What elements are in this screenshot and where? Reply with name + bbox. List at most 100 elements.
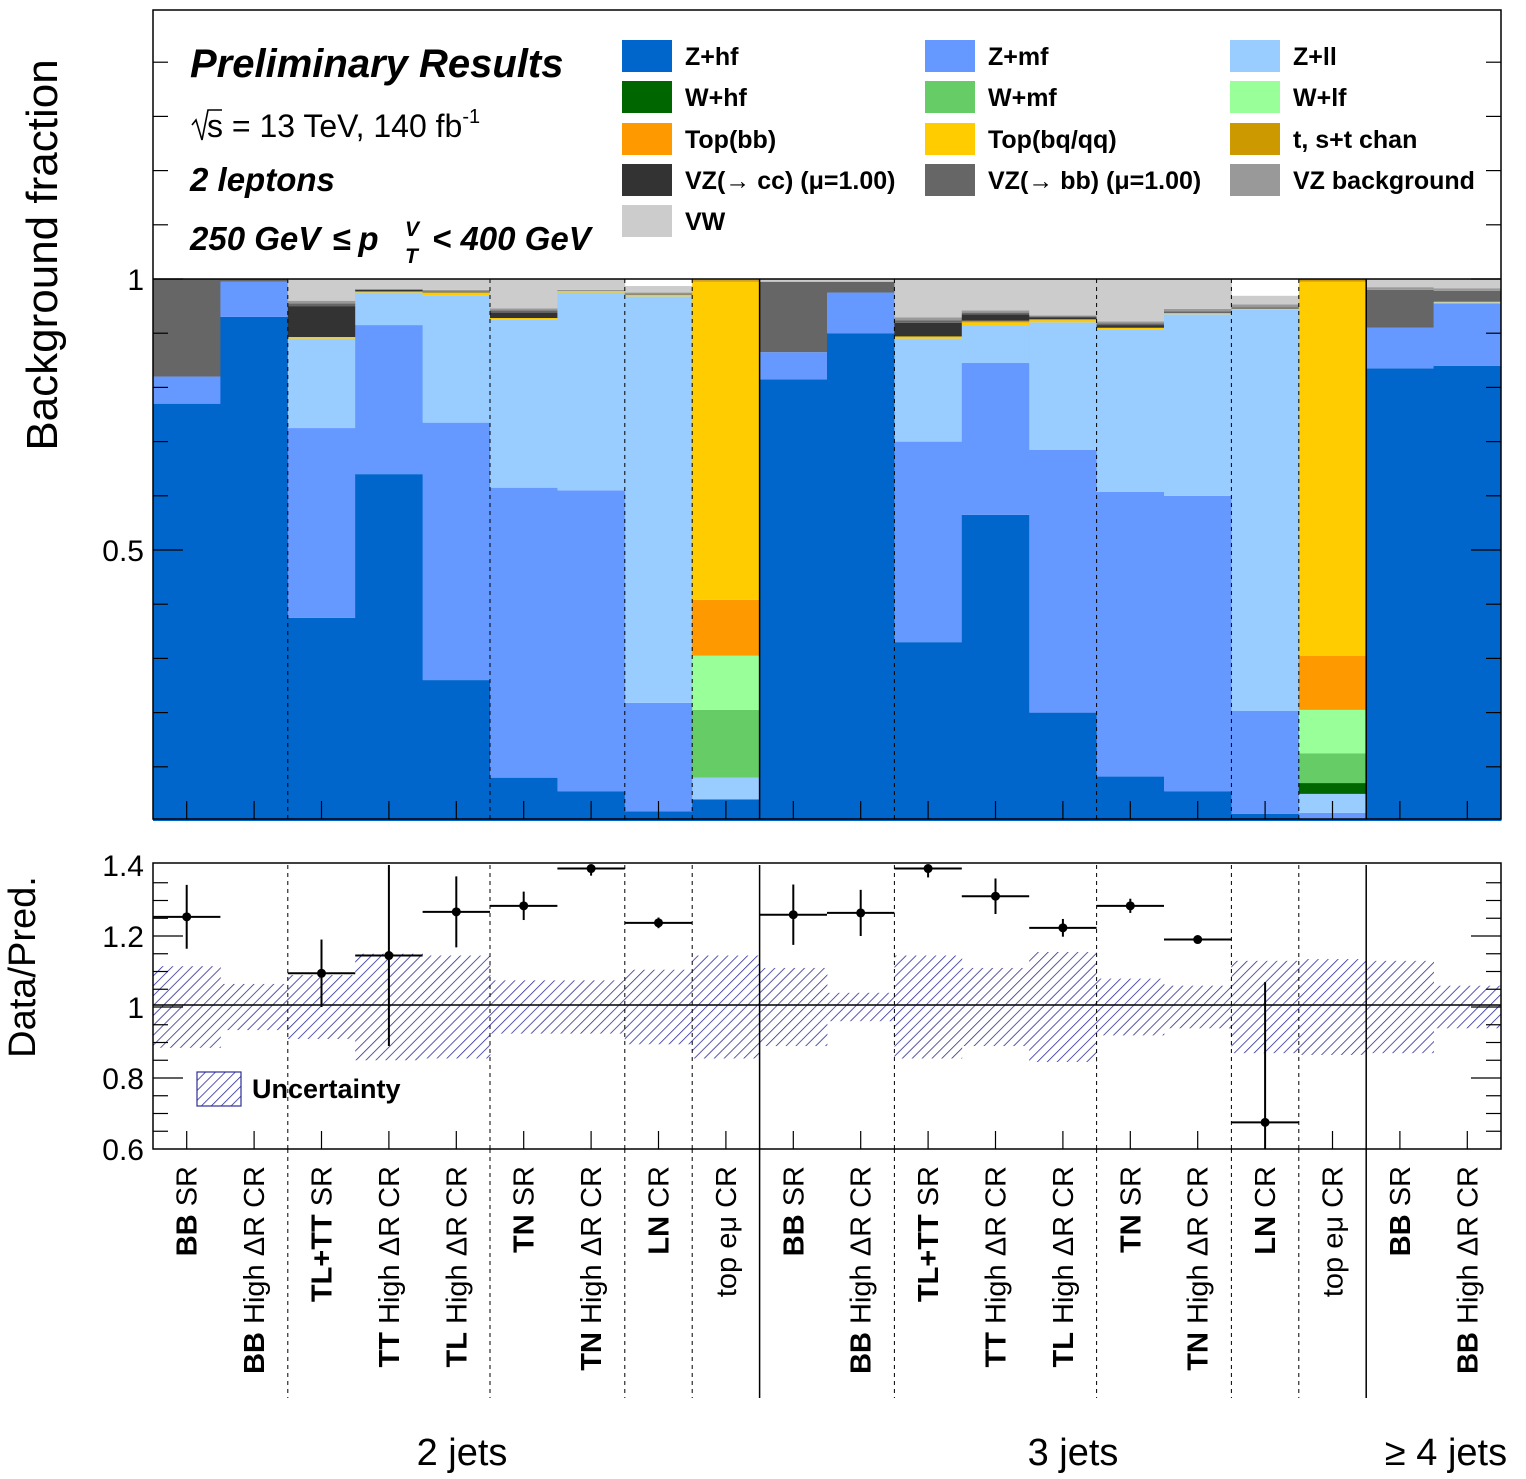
bin-label-rest: CR: [1250, 1166, 1282, 1216]
bin-label-bold: TT: [374, 1332, 406, 1368]
bin-label-bold: TN: [509, 1214, 541, 1253]
bar-segment-vzbkg: [961, 310, 1030, 313]
bar-segment-vzbb: [1366, 289, 1434, 328]
uncertainty-bin: [692, 955, 760, 1059]
bin-label-bold: TN: [1183, 1332, 1215, 1371]
bin-label-rest: CR: [644, 1166, 676, 1216]
bar-segment-zmf: [220, 281, 289, 317]
bin-label: TL+TT SR: [913, 1166, 945, 1302]
bar-segment-topbq: [490, 318, 558, 320]
uncertainty-bin: [220, 983, 289, 1031]
ptv-sup: V: [405, 218, 421, 241]
energy-annotation: s = 13 TeV, 140 fb-1: [191, 106, 480, 144]
bar-segment-vzbkg: [355, 288, 423, 290]
bar-segment-vzbkg: [894, 317, 963, 321]
bin-label-bold: LN: [644, 1216, 676, 1255]
bin-label-rest: High ΔR CR: [1452, 1166, 1484, 1332]
legend-label-wmf: W+mf: [988, 84, 1057, 112]
legend-label-vzbkg: VZ background: [1293, 167, 1475, 195]
bar-segment-vzbb: [759, 281, 828, 353]
legend-swatch-wlf: [1230, 81, 1280, 113]
bar-segment-vzbkg: [1231, 304, 1300, 308]
uncertainty-label: Uncertainty: [252, 1074, 401, 1104]
bar-segment-zhf: [1433, 365, 1502, 821]
bar-segment-vzcc: [894, 322, 963, 337]
bin-label-rest: High ΔR CR: [374, 1166, 406, 1332]
bin-label-bold: TN: [1115, 1214, 1147, 1253]
bar-segment-zmf: [355, 325, 423, 475]
bar-segment-zhf: [1366, 368, 1434, 821]
legend-label-vzbb: VZ(→ bb) (μ=1.00): [988, 167, 1201, 195]
ratio-tick-label: 1: [127, 992, 144, 1025]
bin-label: TN SR: [509, 1166, 541, 1253]
legend-swatch-zmf: [925, 40, 975, 72]
ratio-panel-separators: [287, 865, 1502, 1149]
bin-label: LN CR: [1250, 1166, 1282, 1255]
ptv-le: ≤: [332, 220, 350, 257]
bar-segment-wlf: [1298, 709, 1367, 754]
bar-segment-vzbkg: [1433, 288, 1502, 291]
bar-segment-whf: [1298, 783, 1367, 794]
ratio-point: [654, 918, 663, 928]
bin-label: TL High ΔR CR: [1048, 1166, 1080, 1367]
top-y-axis-title: Background fraction: [18, 59, 67, 450]
bar-segment-vzbb: [1096, 323, 1165, 326]
bar-segment-zll: [1029, 322, 1097, 450]
bin-label-rest: High ΔR CR: [846, 1166, 878, 1332]
bar-segment-zmf: [422, 422, 491, 681]
bar-segment-vzbkg: [1164, 308, 1232, 312]
bin-label-rest: High ΔR CR: [981, 1166, 1013, 1332]
bar-segment-zmf: [1433, 303, 1502, 366]
bar-segment-zll: [624, 296, 693, 703]
bar-segment-zll: [1164, 314, 1232, 496]
legend-label-topbb: Top(bb): [685, 126, 776, 154]
bin-label: BB SR: [172, 1166, 204, 1256]
ratio-point: [519, 901, 529, 911]
legend-swatch-stop: [1230, 123, 1280, 155]
legend-label-topbq: Top(bq/qq): [988, 126, 1117, 154]
uncertainty-bin: [1164, 985, 1232, 1029]
bin-label-bold: BB: [1385, 1214, 1417, 1256]
bin-label: BB High ΔR CR: [1452, 1166, 1484, 1374]
bar-segment-vzbb: [894, 320, 963, 323]
bar-segment-vzcc: [1096, 325, 1165, 328]
bin-label-bold: TN: [576, 1332, 608, 1371]
sqrt-symbol: [191, 109, 222, 141]
uncertainty-swatch: [196, 1071, 242, 1107]
bar-segment-zmf: [759, 352, 828, 380]
bin-label-bold: BB: [172, 1214, 204, 1256]
uncertainty-bin: [827, 992, 895, 1022]
legend-swatch-vw: [622, 205, 672, 237]
uncertainty-bin: [759, 967, 828, 1047]
bin-label: TL+TT SR: [307, 1166, 339, 1302]
bar-segment-vzbkg: [490, 308, 558, 311]
bar-segment-vzcc: [1029, 317, 1097, 320]
bar-segment-vzbb: [557, 290, 626, 291]
ratio-y-axis: 0.6 0.8 1 1.2 1.4: [102, 801, 1501, 1167]
bar-segment-stop: [961, 320, 1030, 323]
bar-segment-stop: [1029, 319, 1097, 321]
bin-label-rest: High ΔR CR: [441, 1166, 473, 1332]
legend-swatch-zhf: [622, 40, 672, 72]
bin-label-rest: top eμ CR: [1318, 1166, 1350, 1297]
stacked-bars: [153, 279, 1502, 821]
bin-label-rest: SR: [778, 1166, 810, 1214]
bar-segment-vw: [961, 279, 1030, 311]
energy-text: = 13 TeV, 140 fb: [223, 108, 462, 144]
bar-segment-vzbb: [287, 303, 356, 307]
bar-segment-topbq: [1231, 308, 1300, 310]
ratio-point: [923, 864, 933, 874]
bin-label-rest: SR: [509, 1166, 541, 1214]
bin-label: top eμ CR: [1318, 1166, 1350, 1297]
ratio-point: [182, 912, 192, 922]
bar-segment-zhf: [422, 680, 491, 821]
svg-text:250 GeV≤p: 250 GeV ≤ p: [189, 220, 379, 257]
bin-label-rest: SR: [1385, 1166, 1417, 1214]
uncertainty-bin: [1366, 960, 1434, 1054]
ratio-point: [991, 891, 1000, 901]
energy-s: s: [207, 108, 223, 144]
bar-segment-vzbkg: [287, 300, 356, 304]
bar-segment-zhf: [759, 379, 828, 821]
jet-group-labels: 2 jets 3 jets ≥ 4 jets: [417, 1432, 1508, 1474]
bar-segment-zll: [287, 338, 356, 429]
